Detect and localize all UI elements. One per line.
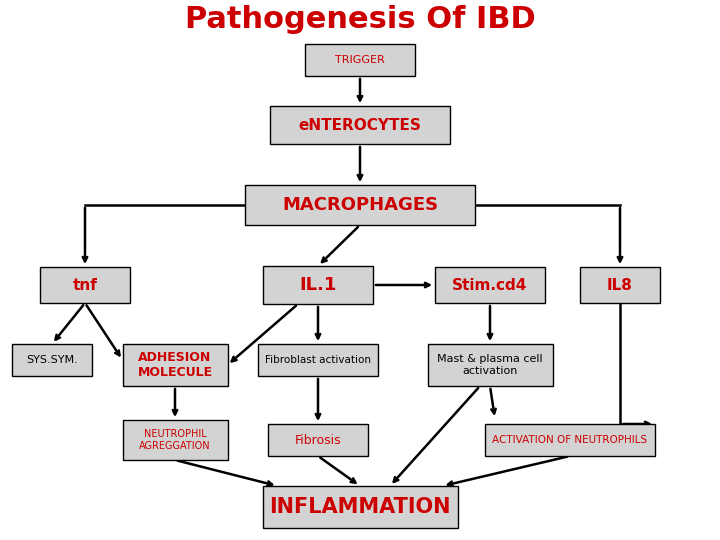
Text: eNTEROCYTES: eNTEROCYTES [299, 118, 421, 132]
Text: Mast & plasma cell
activation: Mast & plasma cell activation [437, 354, 543, 376]
Text: ACTIVATION OF NEUTROPHILS: ACTIVATION OF NEUTROPHILS [492, 435, 647, 445]
Text: IL8: IL8 [607, 278, 633, 293]
FancyBboxPatch shape [263, 486, 457, 528]
FancyBboxPatch shape [428, 344, 552, 386]
Text: Stim.cd4: Stim.cd4 [452, 278, 528, 293]
Text: SYS.SYM.: SYS.SYM. [26, 355, 78, 365]
FancyBboxPatch shape [263, 266, 373, 304]
FancyBboxPatch shape [258, 344, 378, 376]
Text: MACROPHAGES: MACROPHAGES [282, 196, 438, 214]
FancyBboxPatch shape [122, 344, 228, 386]
Text: TRIGGER: TRIGGER [335, 55, 385, 65]
FancyBboxPatch shape [122, 420, 228, 460]
FancyBboxPatch shape [580, 267, 660, 303]
FancyBboxPatch shape [485, 424, 655, 456]
Text: ADHESION
MOLECULE: ADHESION MOLECULE [138, 351, 212, 379]
FancyBboxPatch shape [12, 344, 92, 376]
Text: IL.1: IL.1 [300, 276, 337, 294]
Text: NEUTROPHIL
AGREGGATION: NEUTROPHIL AGREGGATION [139, 429, 211, 451]
Text: Pathogenesis Of IBD: Pathogenesis Of IBD [184, 5, 536, 35]
Text: INFLAMMATION: INFLAMMATION [269, 497, 451, 517]
Text: Fibrosis: Fibrosis [294, 434, 341, 447]
FancyBboxPatch shape [268, 424, 368, 456]
FancyBboxPatch shape [270, 106, 450, 144]
FancyBboxPatch shape [245, 185, 475, 225]
FancyBboxPatch shape [305, 44, 415, 76]
FancyBboxPatch shape [40, 267, 130, 303]
Text: tnf: tnf [73, 278, 97, 293]
FancyBboxPatch shape [435, 267, 545, 303]
Text: Fibroblast activation: Fibroblast activation [265, 355, 371, 365]
